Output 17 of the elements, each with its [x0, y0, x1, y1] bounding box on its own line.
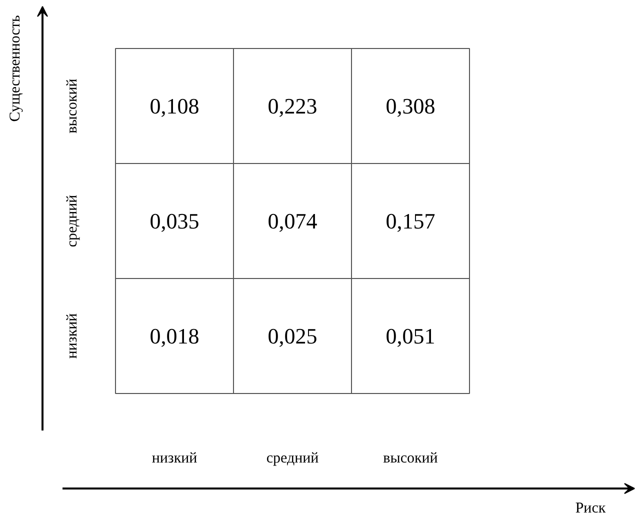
y-tick-label: средний [64, 194, 80, 248]
y-tick-label: высокий [64, 78, 80, 134]
data-label: 0,223 [268, 94, 318, 118]
data-label: 0,018 [150, 324, 200, 348]
data-label: 0,074 [268, 208, 318, 234]
data-label: 0,157 [386, 208, 436, 234]
data-label: 0,108 [150, 94, 200, 118]
data-label: 0,035 [150, 208, 200, 234]
x-tick-label: средний [266, 450, 319, 466]
data-label: 0,308 [386, 94, 436, 118]
data-label: 0,051 [386, 324, 436, 348]
y-tick-label: низкий [64, 313, 80, 359]
y-axis-title: Существенность [8, 15, 24, 122]
data-label: 0,025 [268, 324, 318, 348]
x-tick-label: низкий [152, 450, 198, 466]
text: Риск [575, 500, 606, 516]
x-tick-label: высокий [383, 450, 438, 466]
